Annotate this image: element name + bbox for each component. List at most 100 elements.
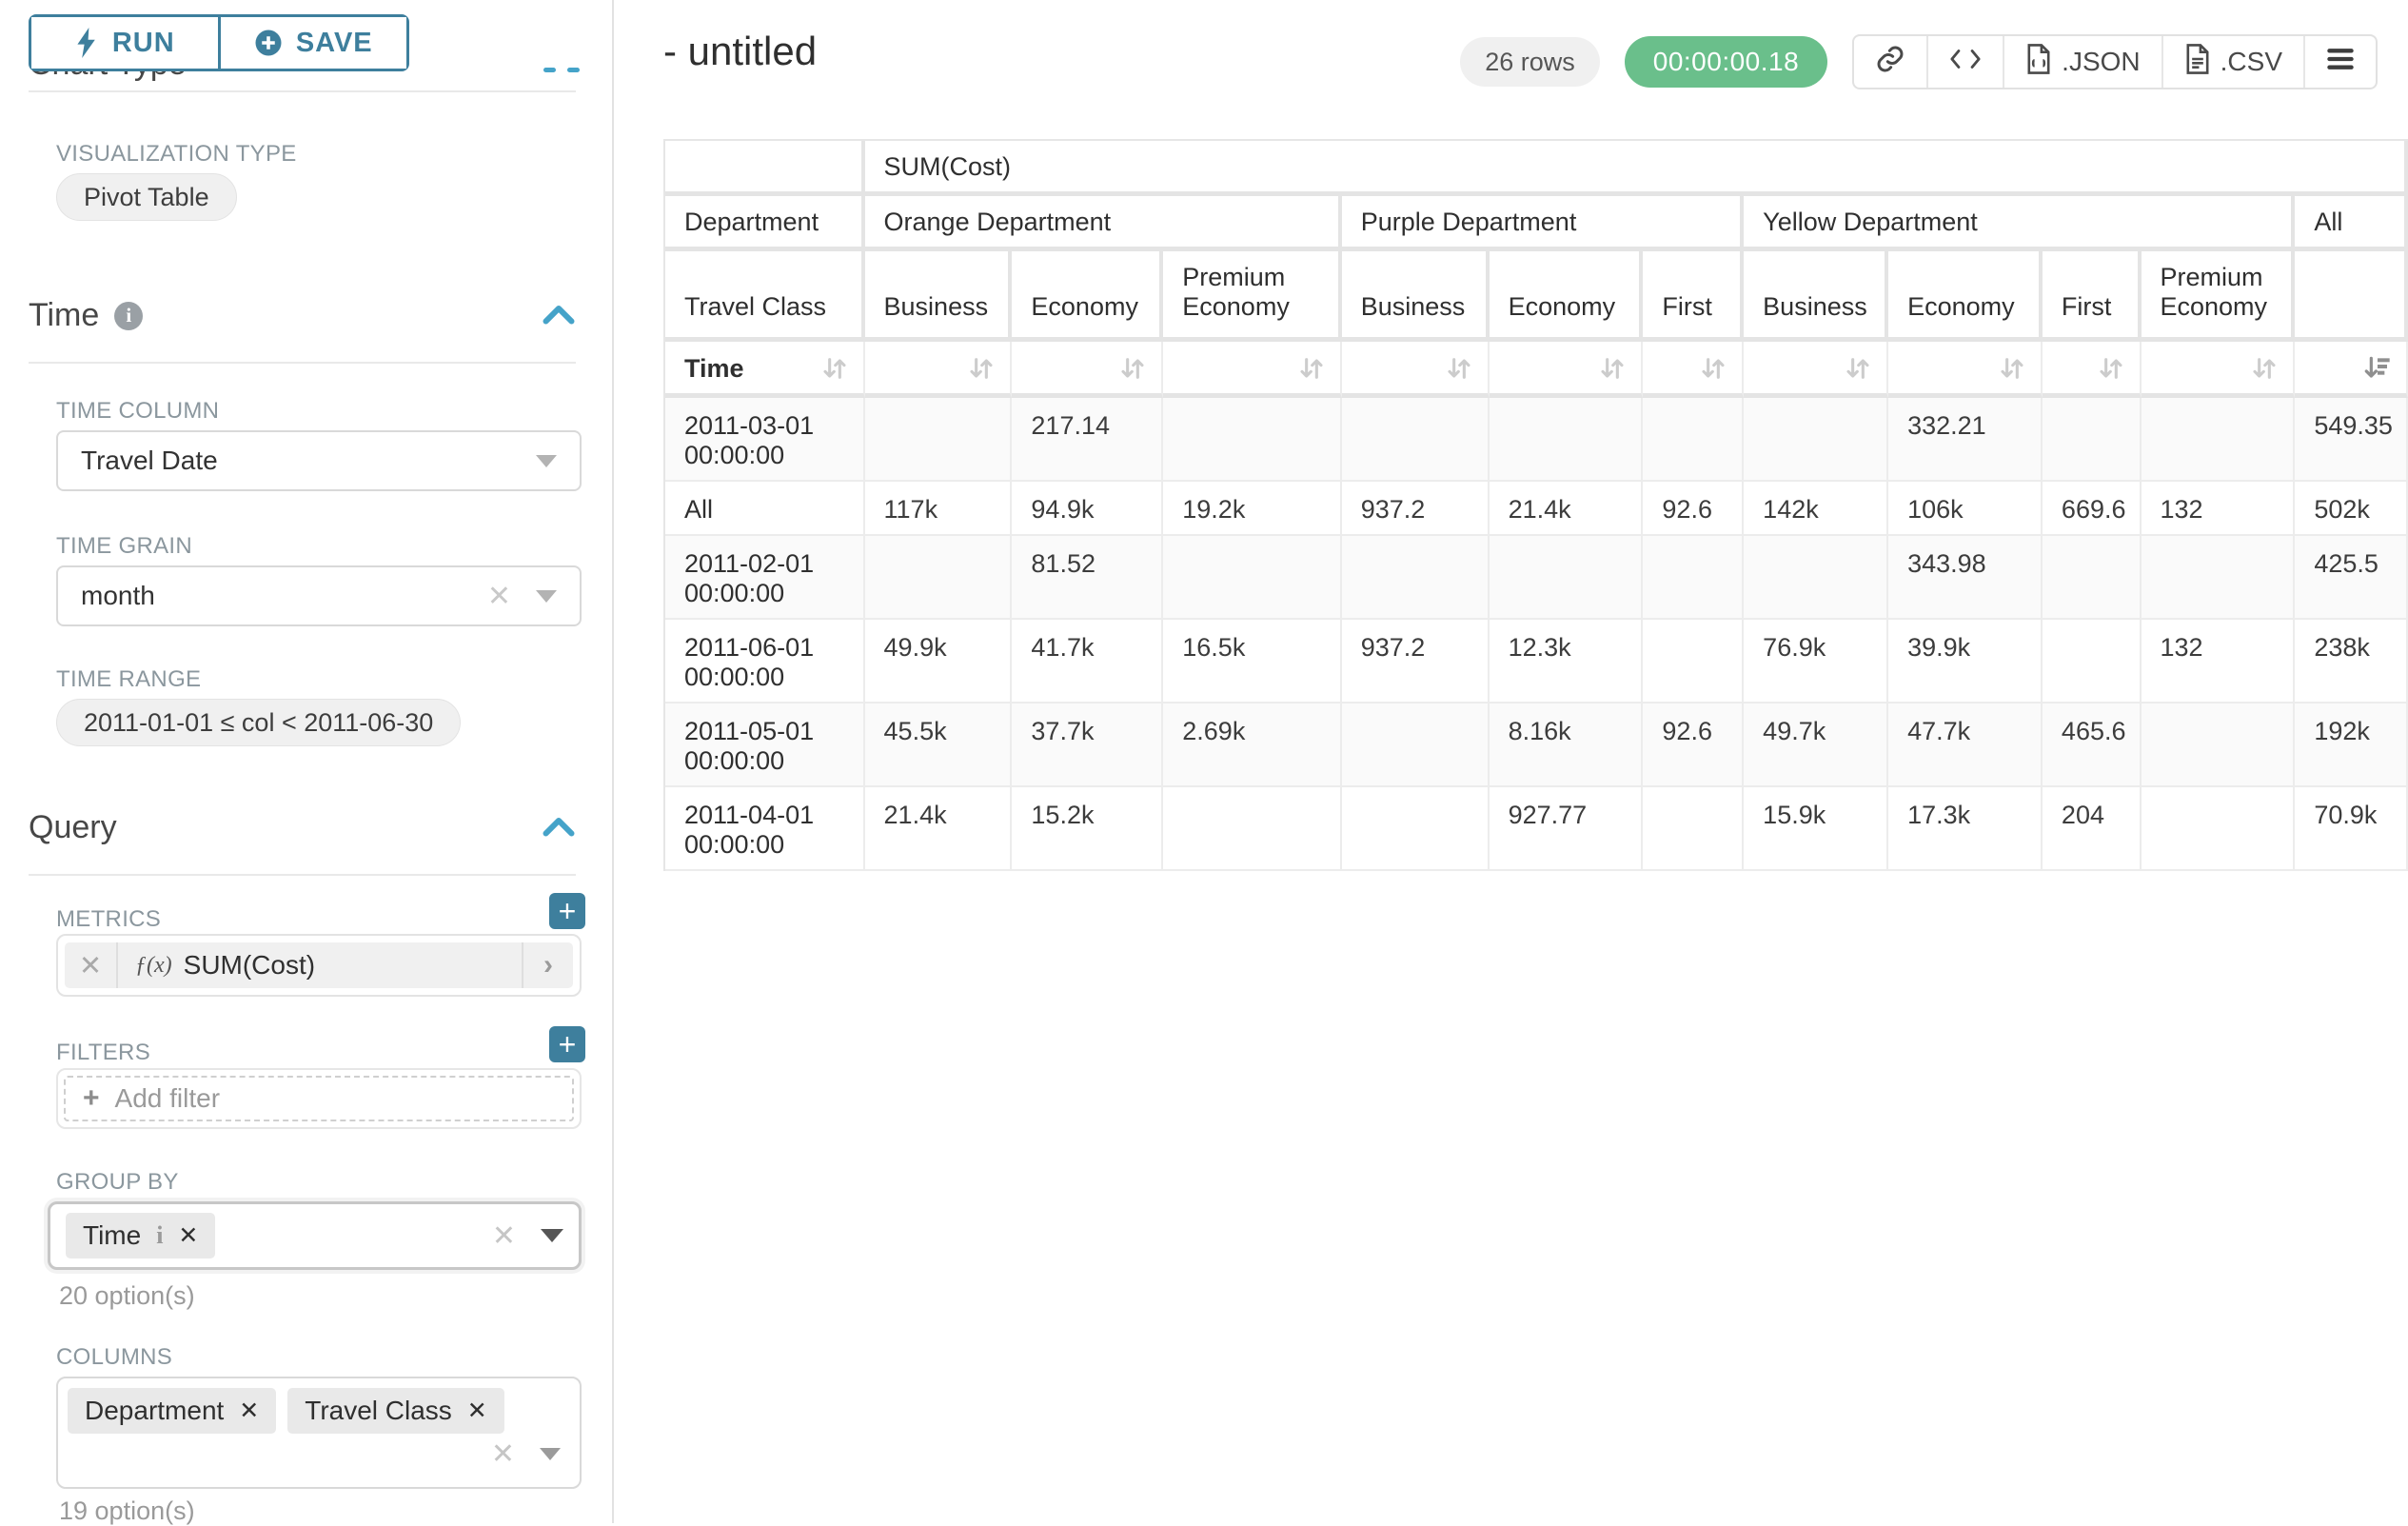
chart-title[interactable]: - untitled — [663, 29, 818, 73]
clear-icon[interactable]: ✕ — [490, 1438, 515, 1470]
value-cell — [2042, 536, 2142, 620]
time-range-pill[interactable]: 2011-01-01 ≤ col < 2011-06-30 — [56, 699, 462, 746]
column-sort-header[interactable] — [1888, 342, 2043, 398]
export-json-button[interactable]: .JSON — [2003, 36, 2161, 88]
value-cell: 81.52 — [1012, 536, 1164, 620]
sort-icon[interactable] — [1698, 353, 1728, 384]
value-cell — [2042, 620, 2142, 704]
value-cell: 2.69k — [1163, 704, 1342, 787]
group-by-tag: Time i ✕ — [66, 1213, 216, 1258]
column-sort-header[interactable] — [1163, 342, 1342, 398]
column-sort-header[interactable] — [1012, 342, 1164, 398]
department-axis-label: Department — [665, 196, 865, 251]
visualization-type-label: VISUALIZATION TYPE — [56, 141, 297, 167]
value-cell — [1163, 536, 1342, 620]
corner-cell — [665, 141, 865, 196]
sort-descending-icon[interactable] — [2362, 353, 2393, 384]
caret-down-icon — [536, 454, 557, 467]
column-sort-header[interactable] — [1341, 342, 1490, 398]
row-count-badge: 26 rows — [1460, 37, 1600, 87]
sort-icon[interactable] — [819, 353, 850, 384]
metric-header-cell: SUM(Cost) — [864, 141, 2408, 196]
value-cell: 332.21 — [1888, 398, 2043, 482]
remove-tag-icon[interactable]: ✕ — [466, 1397, 487, 1424]
viz-type-value: Pivot Table — [84, 182, 209, 211]
sort-icon[interactable] — [1117, 353, 1148, 384]
time-axis-sort-header[interactable]: Time — [665, 342, 865, 398]
save-button[interactable]: SAVE — [217, 17, 406, 69]
run-button[interactable]: RUN — [31, 17, 218, 69]
value-cell — [1489, 536, 1644, 620]
remove-metric-icon[interactable]: ✕ — [65, 942, 118, 988]
value-cell: 669.6 — [2042, 482, 2142, 536]
time-section-header[interactable]: Time i — [29, 297, 576, 334]
table-row: 2011-03-01 00:00:00 217.14 332.21 549.35 — [665, 398, 2408, 482]
caret-down-icon[interactable] — [541, 1229, 563, 1242]
column-info-icon[interactable]: i — [156, 1221, 164, 1249]
column-sort-header[interactable] — [2295, 342, 2408, 398]
column-sort-header[interactable] — [1744, 342, 1889, 398]
panel-resize-dots[interactable] — [543, 68, 580, 72]
share-link-button[interactable] — [1854, 36, 1926, 88]
value-cell: 37.7k — [1012, 704, 1164, 787]
time-range-label: TIME RANGE — [56, 666, 202, 692]
view-query-button[interactable] — [1926, 36, 2003, 88]
value-cell — [1643, 398, 1745, 482]
add-metric-button[interactable]: + — [549, 893, 585, 929]
time-column-select[interactable]: Travel Date — [56, 430, 582, 491]
travel-class-header — [2295, 251, 2408, 342]
column-sort-header[interactable] — [864, 342, 1013, 398]
travel-class-header: Economy — [1489, 251, 1644, 342]
export-csv-button[interactable]: .CSV — [2161, 36, 2303, 88]
value-cell: 192k — [2295, 704, 2408, 787]
metric-item[interactable]: ✕ ƒ(x) SUM(Cost) › — [65, 942, 573, 988]
info-icon[interactable]: i — [114, 301, 144, 330]
group-by-label: GROUP BY — [56, 1169, 179, 1195]
file-json-icon — [2025, 43, 2052, 81]
value-cell — [1341, 536, 1490, 620]
clear-icon[interactable]: ✕ — [491, 1219, 516, 1252]
column-sort-header[interactable] — [2141, 342, 2296, 398]
sort-icon[interactable] — [1597, 353, 1628, 384]
sort-icon[interactable] — [2249, 353, 2280, 384]
time-column-value: Travel Date — [81, 446, 218, 475]
value-cell — [1341, 704, 1490, 787]
add-filter-button[interactable]: + Add filter — [64, 1076, 574, 1121]
row-time-label: All — [665, 482, 865, 536]
column-sort-header[interactable] — [1489, 342, 1644, 398]
travel-class-header: First — [1643, 251, 1745, 342]
column-sort-header[interactable] — [2042, 342, 2142, 398]
columns-select[interactable]: Department ✕ Travel Class ✕ ✕ — [56, 1377, 582, 1489]
clear-icon[interactable]: ✕ — [486, 580, 511, 612]
sort-icon[interactable] — [1997, 353, 2027, 384]
sort-icon[interactable] — [2096, 353, 2126, 384]
travel-class-header: Business — [1341, 251, 1490, 342]
viz-type-pill[interactable]: Pivot Table — [56, 173, 237, 221]
value-cell: 425.5 — [2295, 536, 2408, 620]
add-filter-plus-button[interactable]: + — [549, 1026, 585, 1062]
remove-tag-icon[interactable]: ✕ — [239, 1397, 260, 1424]
divider — [29, 874, 576, 876]
time-grain-select[interactable]: month ✕ — [56, 565, 582, 626]
time-section-title: Time — [29, 297, 100, 333]
value-cell: 92.6 — [1643, 482, 1745, 536]
chevron-up-icon[interactable] — [542, 809, 576, 846]
filters-container: + Add filter — [56, 1068, 582, 1129]
query-section-header[interactable]: Query — [29, 809, 576, 846]
pivot-table-container: SUM(Cost) Department Orange Department Purp… — [663, 139, 2408, 871]
sort-icon[interactable] — [1296, 353, 1327, 384]
export-csv-label: .CSV — [2220, 47, 2282, 76]
chevron-right-icon[interactable]: › — [522, 942, 573, 988]
group-by-select[interactable]: Time i ✕ ✕ — [48, 1201, 582, 1270]
sort-icon[interactable] — [1843, 353, 1873, 384]
sort-icon[interactable] — [1444, 353, 1474, 384]
caret-down-icon[interactable] — [540, 1448, 561, 1460]
chevron-up-icon[interactable] — [542, 297, 576, 334]
remove-tag-icon[interactable]: ✕ — [178, 1222, 199, 1249]
department-group-header: Purple Department — [1341, 196, 1745, 251]
column-sort-header[interactable] — [1643, 342, 1745, 398]
time-grain-label: TIME GRAIN — [56, 533, 193, 559]
chart-menu-button[interactable] — [2303, 36, 2376, 88]
sort-icon[interactable] — [966, 353, 997, 384]
value-cell: 92.6 — [1643, 704, 1745, 787]
